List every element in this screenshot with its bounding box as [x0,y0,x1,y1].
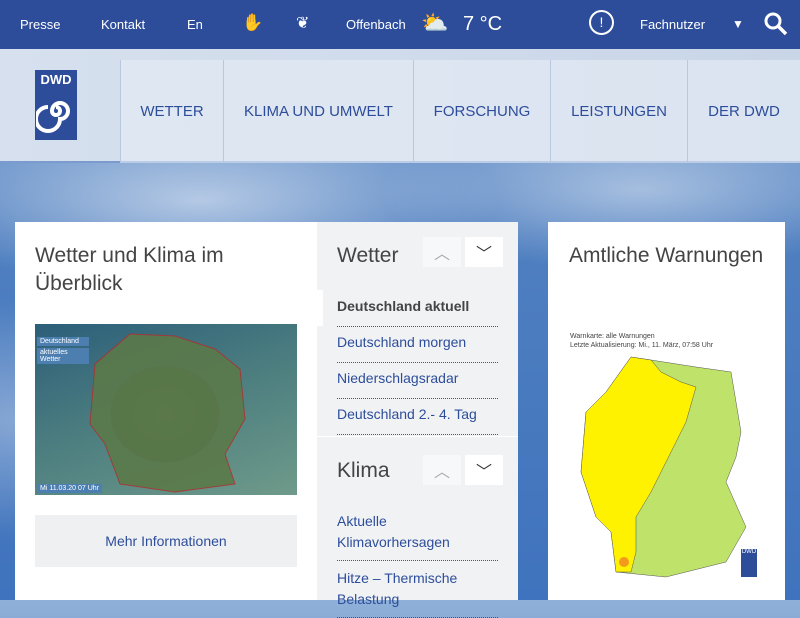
weather-map-image[interactable]: Deutschland aktuelles Wetter Mi 11.03.20… [35,324,297,495]
wetter-heading: Wetter [337,244,399,267]
search-icon[interactable] [764,12,788,36]
klima-heading: Klima [337,459,390,482]
map-timestamp: Mi 11.03.20 07 Uhr [37,484,103,493]
overview-title: Wetter und Klima im Überblick [35,244,224,295]
chevron-down-icon[interactable]: ﹀ [465,237,503,267]
nav-forschung[interactable]: FORSCHUNG [414,60,551,163]
link-hitze[interactable]: Hitze – Thermische Belastung [337,568,498,618]
warnmap-update: Letzte Aktualisierung: Mi., 11. März, 07… [570,342,714,349]
kontakt-link[interactable]: Kontakt [101,17,146,32]
mehr-informationen-button[interactable]: Mehr Informationen [35,515,297,567]
chevron-down-icon[interactable]: ﹀ [465,455,503,485]
chevron-up-icon[interactable]: ︿ [423,237,461,267]
active-indicator [317,290,323,326]
language-link[interactable]: En [187,17,203,32]
warnmap-caption: Warnkarte: alle Warnungen Letzte Aktuali… [570,332,713,350]
temperature: 7 °C [463,13,503,35]
chevron-up-icon[interactable]: ︿ [423,455,461,485]
partly-cloudy-icon: ⛅ [421,10,449,35]
link-deutschland-aktuell[interactable]: Deutschland aktuell [337,296,498,327]
overview-card: Wetter und Klima im Überblick Deutschlan… [15,222,317,600]
divider [317,436,518,437]
chevron-down-icon[interactable]: ▼ [732,17,744,31]
spiral-icon [34,101,70,133]
warning-app-icon[interactable]: ! [589,10,614,35]
link-klimavorhersagen[interactable]: Aktuelle Klimavorhersagen [337,511,498,561]
nav-leistungen[interactable]: LEISTUNGEN [551,60,688,163]
warnmap-title: Warnkarte: alle Warnungen [570,333,655,340]
link-deutschland-2-4-tag[interactable]: Deutschland 2.- 4. Tag [337,404,498,435]
dwd-mini-logo: DWD [741,549,757,577]
germany-outline [89,333,246,493]
link-niederschlagsradar[interactable]: Niederschlagsradar [337,368,498,399]
warnings-card: Amtliche Warnungen Warnkarte: alle Warnu… [548,222,785,600]
nav-wetter[interactable]: WETTER [120,60,224,163]
map-label-aktuell: aktuelles Wetter [37,348,89,364]
nav-der-dwd[interactable]: DER DWD [688,60,800,163]
presse-link[interactable]: Presse [20,17,61,32]
warning-map-image[interactable] [576,352,756,582]
top-bar: Presse Kontakt En ✋ ❦ Offenbach ⛅ 7 °C !… [0,0,800,49]
logo-text: DWD [40,72,72,87]
quicklinks-panel: Wetter ︿ ﹀ Deutschland aktuell Deutschla… [317,222,518,618]
easy-language-icon[interactable]: ❦ [296,15,310,32]
location-label[interactable]: Offenbach [346,17,406,32]
user-menu[interactable]: Fachnutzer [640,17,706,32]
link-deutschland-morgen[interactable]: Deutschland morgen [337,332,498,363]
nav-klima-umwelt[interactable]: KLIMA UND UMWELT [224,60,414,163]
dwd-logo[interactable]: DWD [34,70,77,140]
warnings-title: Amtliche Warnungen [569,244,764,267]
map-label-deutschland: Deutschland [37,337,89,346]
sign-language-hand-icon[interactable]: ✋ [242,13,264,32]
